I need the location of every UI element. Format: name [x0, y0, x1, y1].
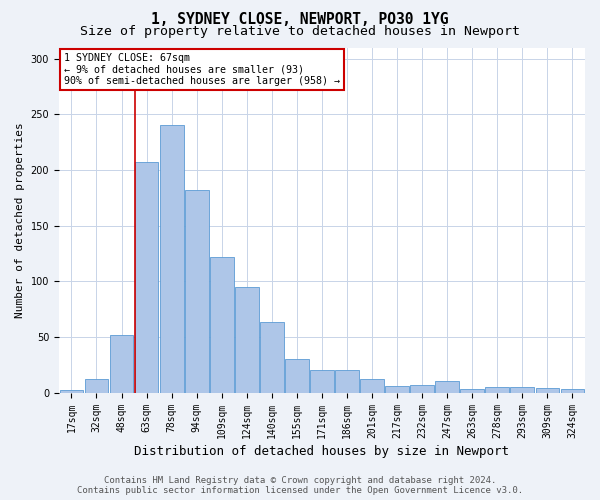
- Bar: [335, 370, 359, 392]
- Bar: [310, 370, 334, 392]
- Bar: [210, 257, 233, 392]
- Bar: [536, 388, 559, 392]
- Bar: [134, 162, 158, 392]
- Text: 1 SYDNEY CLOSE: 67sqm
← 9% of detached houses are smaller (93)
90% of semi-detac: 1 SYDNEY CLOSE: 67sqm ← 9% of detached h…: [64, 52, 340, 86]
- Bar: [160, 126, 184, 392]
- Bar: [285, 359, 309, 392]
- Bar: [185, 190, 209, 392]
- Bar: [511, 387, 534, 392]
- Bar: [260, 322, 284, 392]
- Bar: [410, 385, 434, 392]
- Text: Contains HM Land Registry data © Crown copyright and database right 2024.
Contai: Contains HM Land Registry data © Crown c…: [77, 476, 523, 495]
- Bar: [385, 386, 409, 392]
- Bar: [485, 387, 509, 392]
- Bar: [85, 379, 109, 392]
- Bar: [460, 389, 484, 392]
- Text: Size of property relative to detached houses in Newport: Size of property relative to detached ho…: [80, 25, 520, 38]
- Bar: [110, 334, 133, 392]
- Bar: [235, 287, 259, 393]
- Bar: [436, 382, 459, 392]
- X-axis label: Distribution of detached houses by size in Newport: Distribution of detached houses by size …: [134, 444, 509, 458]
- Bar: [360, 379, 384, 392]
- Bar: [59, 390, 83, 392]
- Y-axis label: Number of detached properties: Number of detached properties: [15, 122, 25, 318]
- Text: 1, SYDNEY CLOSE, NEWPORT, PO30 1YG: 1, SYDNEY CLOSE, NEWPORT, PO30 1YG: [151, 12, 449, 28]
- Bar: [560, 389, 584, 392]
